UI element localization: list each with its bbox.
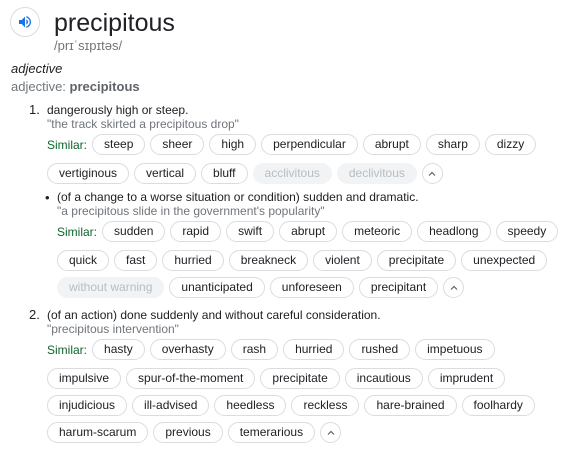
synonym-chip[interactable]: headlong	[417, 221, 491, 242]
synonym-chip[interactable]: breakneck	[228, 250, 309, 271]
chevron-up-icon	[327, 430, 335, 435]
synonym-chip[interactable]: abrupt	[279, 221, 338, 242]
adjective-word: precipitous	[69, 79, 140, 94]
synonym-chip[interactable]: rapid	[170, 221, 222, 242]
synonym-chip[interactable]: high	[209, 134, 257, 155]
synonym-chip[interactable]: speedy	[495, 221, 559, 242]
synonym-chip[interactable]: fast	[114, 250, 158, 271]
part-of-speech: adjective	[11, 61, 63, 76]
synonym-chip[interactable]: precipitant	[358, 277, 439, 298]
synonym-chip[interactable]: foolhardy	[461, 395, 535, 416]
synonym-chip[interactable]: overhasty	[149, 339, 226, 360]
synonym-chip[interactable]: precipitate	[376, 250, 457, 271]
adjective-form: adjective: precipitous	[11, 79, 140, 94]
synonym-chip-rare[interactable]: without warning	[57, 277, 165, 298]
synonym-chip[interactable]: hurried	[283, 339, 345, 360]
synonym-chip[interactable]: sharp	[425, 134, 480, 155]
similar-row: harum-scarum previous temerarious	[47, 422, 342, 443]
synonym-chip[interactable]: incautious	[344, 368, 423, 389]
synonym-chip[interactable]: unforeseen	[269, 277, 354, 298]
synonym-chip[interactable]: previous	[153, 422, 223, 443]
synonym-chip-rare[interactable]: acclivitous	[252, 163, 332, 184]
synonym-chip[interactable]: hasty	[92, 339, 145, 360]
similar-row: Similar: steep sheer high perpendicular …	[47, 134, 537, 155]
adjective-prefix: adjective:	[11, 79, 66, 94]
sense-number: 1.	[29, 102, 40, 117]
similar-row: Similar: sudden rapid swift abrupt meteo…	[57, 221, 559, 242]
example: "a precipitous slide in the government's…	[57, 204, 325, 218]
example: "precipitous intervention"	[47, 322, 179, 336]
synonym-chip[interactable]: ill-advised	[132, 395, 210, 416]
similar-row: impulsive spur-of-the-moment precipitate…	[47, 368, 506, 389]
synonym-chip[interactable]: quick	[57, 250, 110, 271]
synonym-chip[interactable]: rash	[230, 339, 279, 360]
similar-row: quick fast hurried breakneck violent pre…	[57, 250, 548, 271]
synonym-chip[interactable]: hurried	[162, 250, 224, 271]
synonym-chip-rare[interactable]: declivitous	[336, 163, 417, 184]
synonym-chip[interactable]: precipitate	[260, 368, 340, 389]
collapse-button[interactable]	[443, 277, 465, 298]
chevron-up-icon	[428, 171, 436, 176]
synonym-chip[interactable]: impulsive	[47, 368, 122, 389]
synonym-chip[interactable]: vertiginous	[47, 163, 130, 184]
similar-row: vertiginous vertical bluff acclivitous d…	[47, 163, 443, 184]
similar-label: Similar:	[47, 342, 88, 357]
synonym-chip[interactable]: imprudent	[427, 368, 506, 389]
sense-number: 2.	[29, 307, 40, 322]
synonym-chip[interactable]: dizzy	[484, 134, 537, 155]
definition: dangerously high or steep.	[47, 103, 189, 117]
chevron-up-icon	[450, 285, 458, 290]
synonym-chip[interactable]: perpendicular	[261, 134, 358, 155]
synonym-chip[interactable]: impetuous	[415, 339, 495, 360]
synonym-chip[interactable]: temerarious	[227, 422, 316, 443]
headword: precipitous	[54, 9, 175, 37]
synonym-chip[interactable]: meteoric	[342, 221, 413, 242]
similar-row: injudicious ill-advised heedless reckles…	[47, 395, 535, 416]
example: "the track skirted a precipitous drop"	[47, 117, 239, 131]
synonym-chip[interactable]: heedless	[214, 395, 287, 416]
synonym-chip[interactable]: reckless	[291, 395, 360, 416]
synonym-chip[interactable]: sudden	[102, 221, 166, 242]
synonym-chip[interactable]: rushed	[349, 339, 411, 360]
synonym-chip[interactable]: abrupt	[362, 134, 421, 155]
synonym-chip[interactable]: sheer	[150, 134, 205, 155]
bullet: •	[45, 190, 50, 205]
synonym-chip[interactable]: swift	[226, 221, 275, 242]
synonym-chip[interactable]: bluff	[201, 163, 248, 184]
collapse-button[interactable]	[421, 163, 443, 184]
similar-label: Similar:	[57, 224, 98, 239]
synonym-chip[interactable]: spur-of-the-moment	[126, 368, 256, 389]
synonym-chip[interactable]: injudicious	[47, 395, 128, 416]
synonym-chip[interactable]: vertical	[134, 163, 197, 184]
synonym-chip[interactable]: harum-scarum	[47, 422, 149, 443]
definition: (of an action) done suddenly and without…	[47, 308, 381, 322]
pronounce-button[interactable]	[10, 7, 40, 37]
synonym-chip[interactable]: hare-brained	[364, 395, 457, 416]
phonetic: /prɪˈsɪpɪtəs/	[54, 38, 123, 53]
synonym-chip[interactable]: violent	[313, 250, 372, 271]
synonym-chip[interactable]: unexpected	[461, 250, 548, 271]
collapse-button[interactable]	[320, 422, 342, 443]
synonym-chip[interactable]: steep	[92, 134, 146, 155]
similar-row: without warning unanticipated unforeseen…	[57, 277, 465, 298]
similar-row: Similar: hasty overhasty rash hurried ru…	[47, 339, 495, 360]
similar-label: Similar:	[47, 137, 88, 152]
definition: (of a change to a worse situation or con…	[57, 190, 419, 204]
synonym-chip[interactable]: unanticipated	[169, 277, 265, 298]
speaker-icon	[19, 16, 31, 28]
